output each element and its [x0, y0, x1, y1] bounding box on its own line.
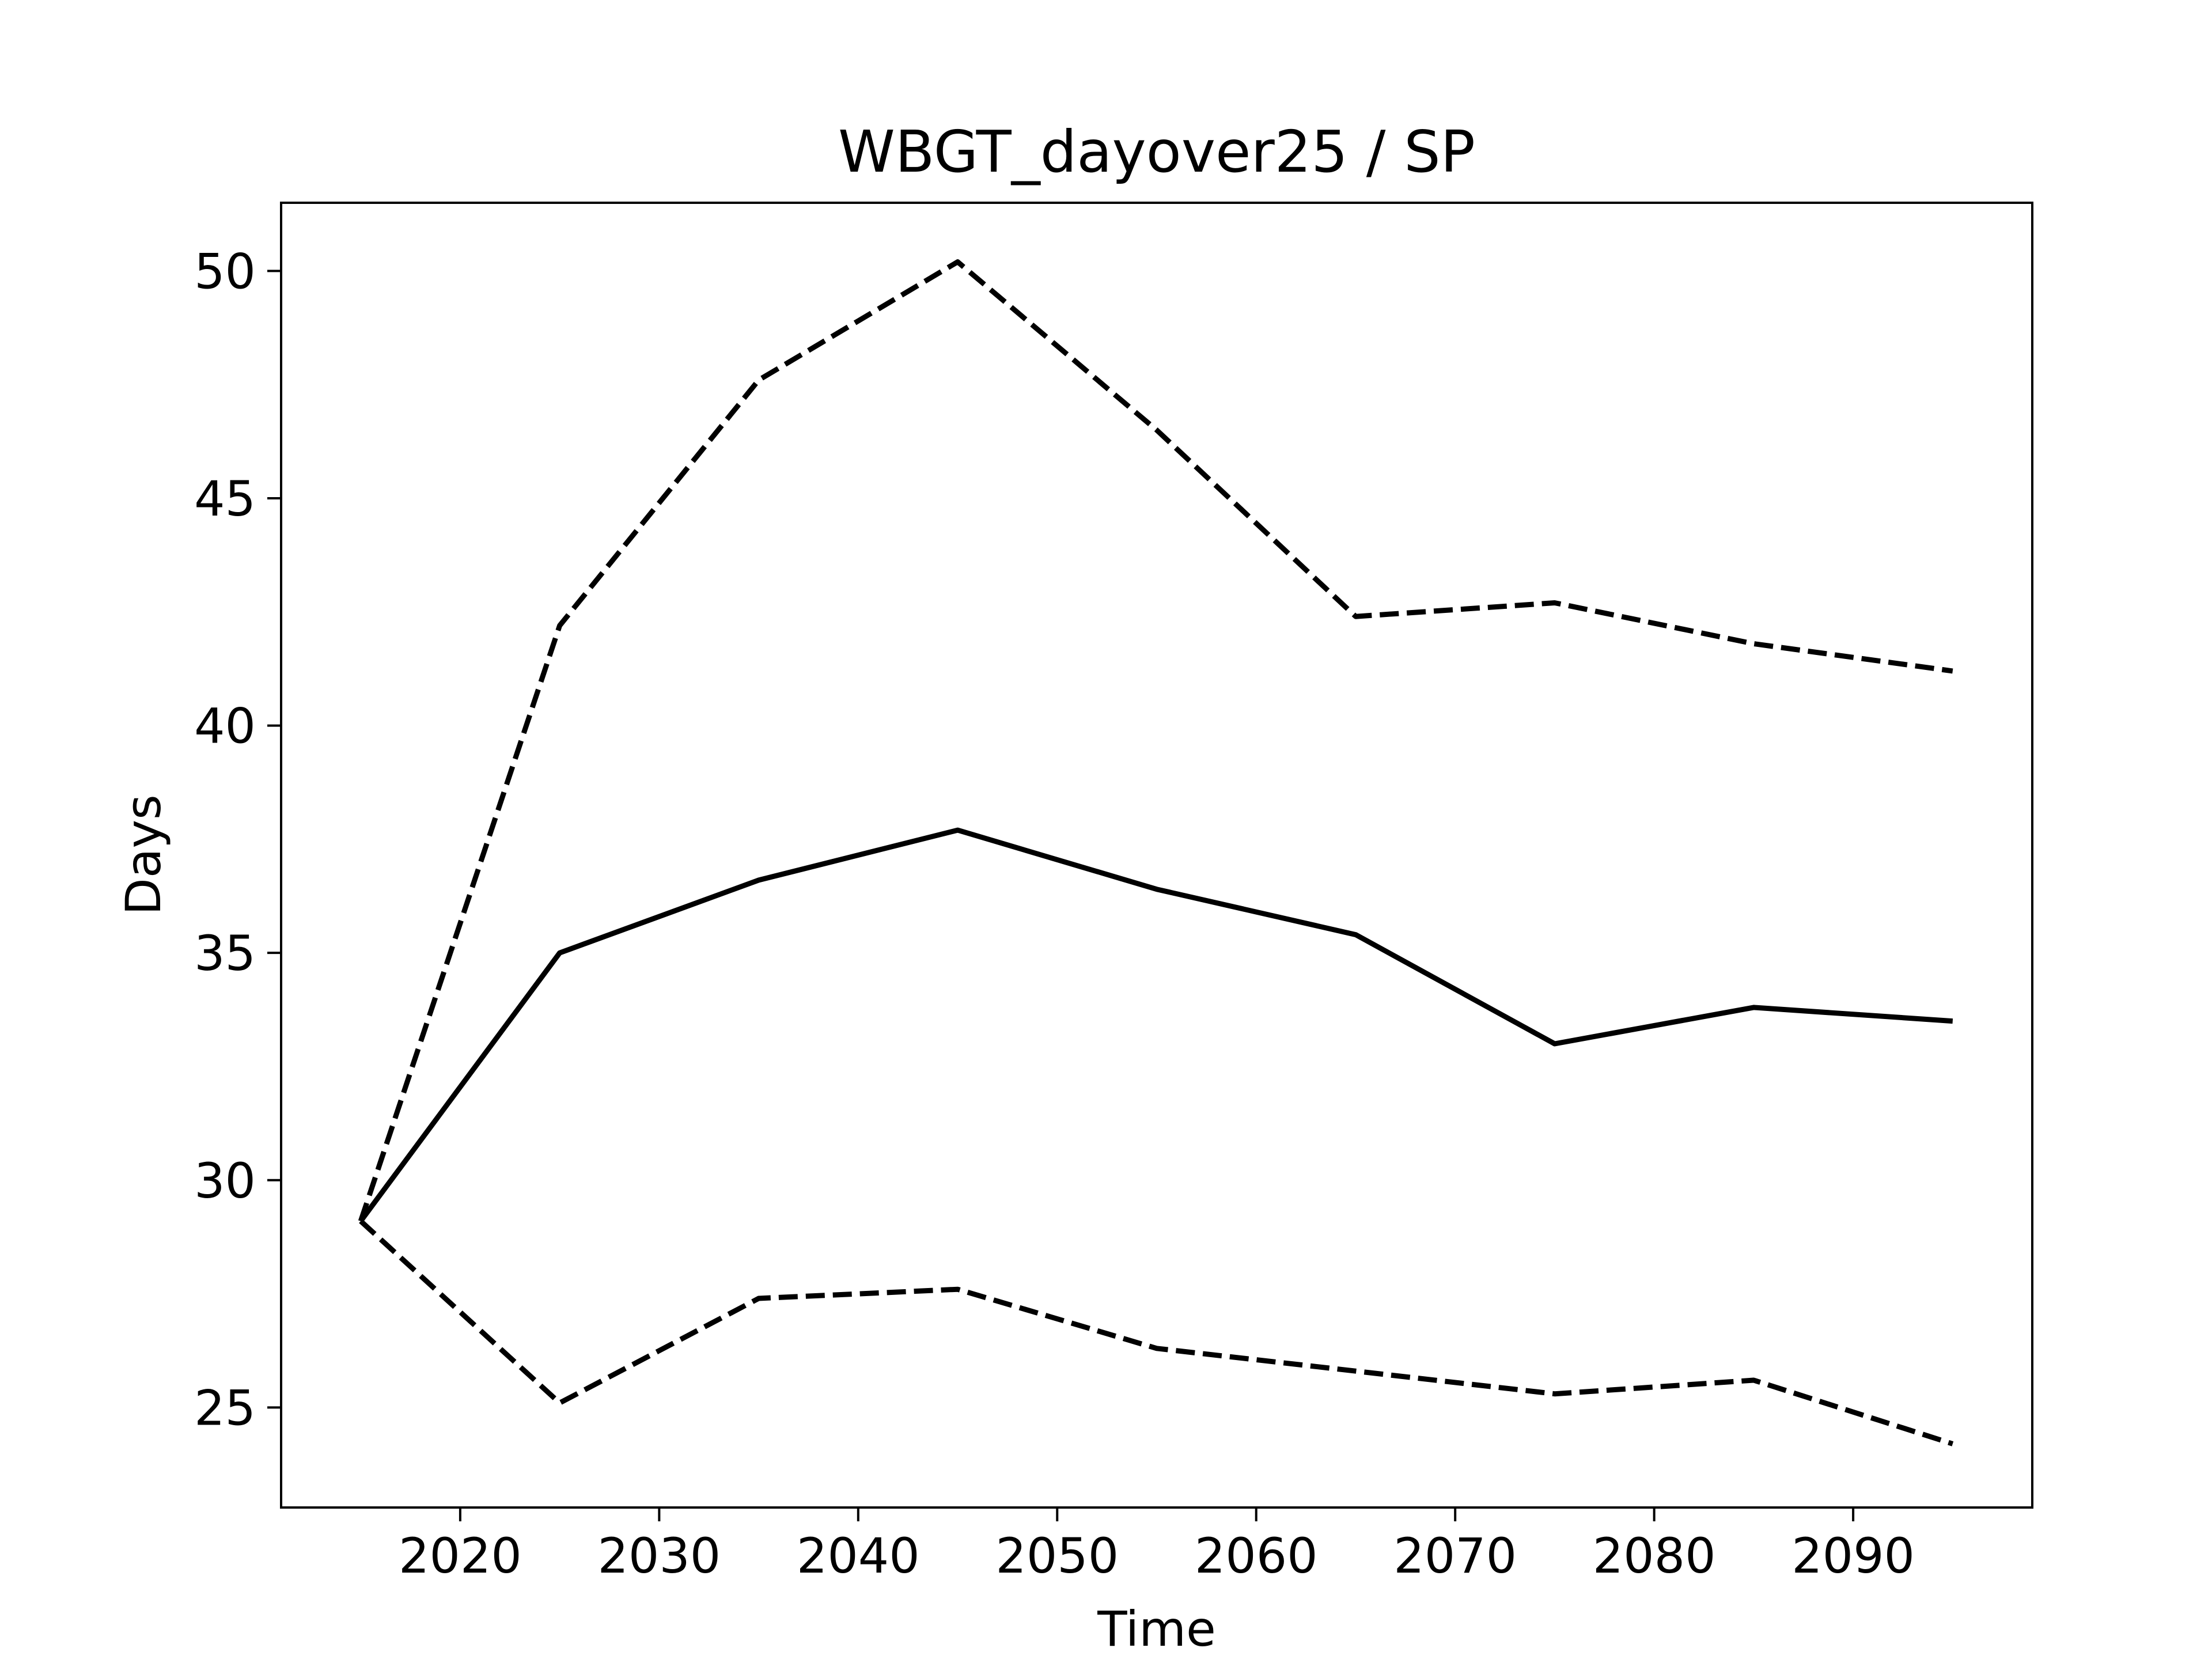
series-line-3 [359, 1219, 1954, 1446]
y-axis: 25 30 35 40 45 50 [194, 243, 281, 1436]
chart-title: WBGT_dayover25 / SP [838, 118, 1475, 185]
x-axis: 2020 2030 2040 2050 2060 2070 2080 2090 [399, 1508, 1915, 1584]
x-tick-label: 2030 [597, 1528, 721, 1584]
x-axis-label: Time [1097, 1601, 1216, 1657]
y-tick-label: 45 [194, 471, 256, 527]
x-tick-label: 2020 [399, 1528, 522, 1584]
x-tick-label: 2040 [797, 1528, 920, 1584]
y-axis-label: Days [115, 794, 172, 915]
y-tick-label: 30 [194, 1153, 256, 1209]
series-line-1 [358, 827, 1953, 1223]
x-tick-label: 2050 [995, 1528, 1119, 1584]
plot-frame [280, 202, 2033, 1509]
series-line-2 [358, 259, 1953, 1222]
y-tick-label: 25 [194, 1380, 256, 1436]
series-layer [358, 259, 1954, 1446]
x-tick-label: 2080 [1593, 1528, 1716, 1584]
x-tick-label: 2070 [1393, 1528, 1517, 1584]
x-tick-label: 2060 [1195, 1528, 1318, 1584]
y-tick-label: 40 [194, 698, 256, 755]
x-tick-label: 2090 [1791, 1528, 1915, 1584]
y-tick-label: 35 [194, 925, 256, 982]
y-tick-label: 50 [194, 243, 256, 300]
